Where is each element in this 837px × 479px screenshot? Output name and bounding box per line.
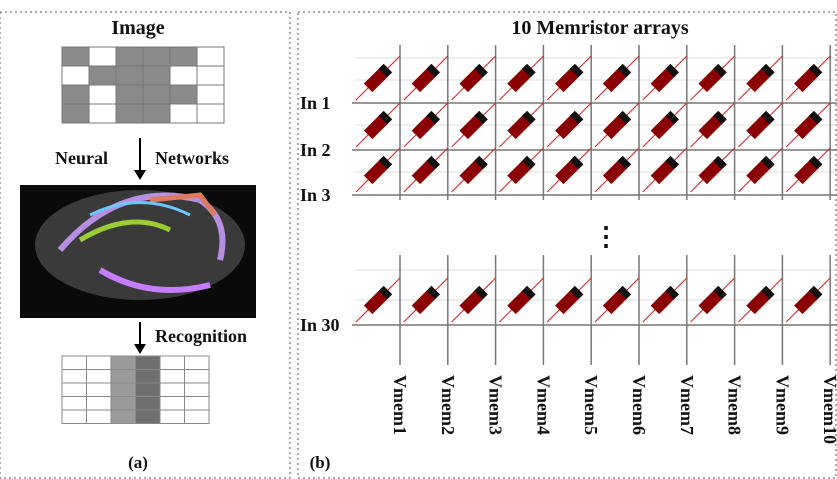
cell xyxy=(87,397,112,411)
input-grid xyxy=(62,47,224,123)
cell xyxy=(185,410,210,424)
output-label: Vmem8 xyxy=(725,375,745,435)
arrowhead xyxy=(134,170,146,180)
cell xyxy=(185,397,210,411)
arrowhead xyxy=(134,344,146,354)
cell xyxy=(87,410,112,424)
cell xyxy=(62,85,89,104)
cell xyxy=(185,383,210,397)
cell xyxy=(160,410,185,424)
cell xyxy=(170,104,197,123)
arrow-label: Neural xyxy=(55,148,108,168)
memristor xyxy=(555,156,583,184)
output-label: Vmem6 xyxy=(629,375,649,435)
cell xyxy=(111,410,136,424)
caption: (a) xyxy=(128,453,148,472)
cell xyxy=(143,104,170,123)
cell xyxy=(170,66,197,85)
cell xyxy=(116,85,143,104)
cell xyxy=(89,85,116,104)
cell xyxy=(87,383,112,397)
cell xyxy=(111,397,136,411)
cell xyxy=(116,104,143,123)
cell xyxy=(160,383,185,397)
cell xyxy=(116,47,143,66)
cell xyxy=(170,85,197,104)
output-label: Vmem10 xyxy=(820,375,837,444)
cell xyxy=(170,47,197,66)
cell xyxy=(197,85,224,104)
output-label: Vmem9 xyxy=(772,375,792,435)
brain-image xyxy=(20,185,256,318)
cell xyxy=(62,397,87,411)
memristor xyxy=(794,64,822,92)
cell xyxy=(62,356,87,370)
cell xyxy=(89,66,116,85)
output-label: Vmem3 xyxy=(486,375,506,435)
cell xyxy=(136,397,161,411)
input-label: In 1 xyxy=(300,93,331,113)
cell xyxy=(185,370,210,384)
cell xyxy=(160,356,185,370)
panel-b-title: 10 Memristor arrays xyxy=(511,17,689,39)
cell xyxy=(160,370,185,384)
cell xyxy=(89,104,116,123)
cell xyxy=(111,356,136,370)
memristor xyxy=(651,64,679,92)
cell xyxy=(143,47,170,66)
cell xyxy=(89,47,116,66)
ellipsis: ⋮ xyxy=(593,222,619,251)
input-label: In 2 xyxy=(300,140,331,160)
cell xyxy=(62,370,87,384)
memristor xyxy=(651,156,679,184)
output-label: Vmem5 xyxy=(581,375,601,435)
cell xyxy=(62,104,89,123)
cell xyxy=(111,370,136,384)
cell xyxy=(62,410,87,424)
memristor xyxy=(794,156,822,184)
panel-a-title: Image xyxy=(111,17,164,39)
input-label: In 30 xyxy=(300,315,340,335)
cell xyxy=(62,66,89,85)
cell xyxy=(197,104,224,123)
cell xyxy=(136,370,161,384)
cell xyxy=(62,47,89,66)
cell xyxy=(136,410,161,424)
cell xyxy=(143,66,170,85)
cell xyxy=(87,356,112,370)
memristor xyxy=(555,64,583,92)
cell xyxy=(160,397,185,411)
output-label: Vmem4 xyxy=(533,375,553,435)
cell xyxy=(197,47,224,66)
cell xyxy=(87,370,112,384)
arrow-label: Networks xyxy=(155,148,229,168)
cell xyxy=(197,66,224,85)
cell xyxy=(111,383,136,397)
caption: (b) xyxy=(310,453,331,472)
memristor-array: In 1 In 2 In 3 In 30 Vmem1 Vmem2 Vmem3 Vmem4 Vme… xyxy=(300,45,837,444)
output-label: Vmem2 xyxy=(438,375,458,435)
cell xyxy=(136,383,161,397)
cell xyxy=(143,85,170,104)
cell xyxy=(185,356,210,370)
cell xyxy=(136,356,161,370)
output-grid xyxy=(62,356,209,424)
output-label: Vmem7 xyxy=(677,375,697,435)
output-label: Vmem1 xyxy=(390,375,410,435)
figure: Image Neural Networks Recognition (a) 10… xyxy=(0,0,837,479)
arrow-label: Recognition xyxy=(155,326,247,346)
cell xyxy=(116,66,143,85)
input-label: In 3 xyxy=(300,185,331,205)
cell xyxy=(62,383,87,397)
